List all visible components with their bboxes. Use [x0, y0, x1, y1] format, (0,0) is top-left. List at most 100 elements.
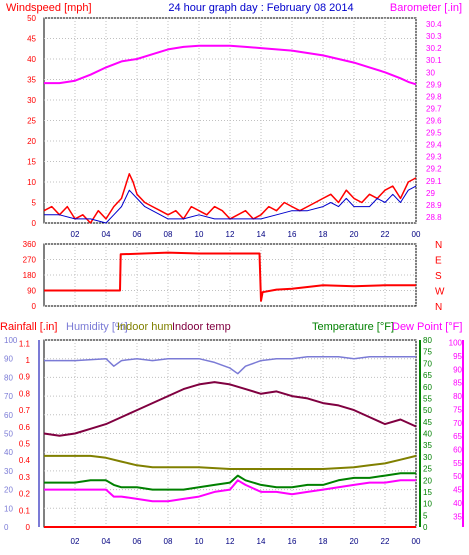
x-tick-label-bottom: 08: [164, 537, 173, 546]
x-tick-label-top: 04: [102, 230, 111, 239]
rainfall-tick: 0.9: [19, 373, 31, 382]
compass-tick: S: [435, 271, 442, 282]
temperature-tick: 20: [423, 476, 432, 485]
windspeed-tick: 40: [27, 55, 36, 64]
direction-tick: 270: [23, 256, 37, 265]
barometer-tick: 29.9: [426, 80, 442, 89]
x-tick-label-top: 10: [195, 230, 204, 239]
dew-point-tick: 100: [449, 339, 463, 348]
rainfall-tick: 0.3: [19, 473, 31, 482]
rainfall-tick: 0.2: [19, 490, 31, 499]
x-tick-label-top: 16: [288, 230, 297, 239]
dew-point-tick: 85: [453, 379, 462, 388]
windspeed-tick: 45: [27, 35, 36, 44]
indoor-temp-label: Indoor temp: [172, 321, 231, 333]
barometer-axis-label: Barometer [.in]: [390, 2, 462, 14]
windspeed-avg-line: [44, 185, 417, 224]
dew-point-tick: 65: [453, 432, 462, 441]
x-tick-label-bottom: 10: [195, 537, 204, 546]
compass-tick: N: [435, 302, 442, 313]
chart-title: 24 hour graph day : February 08 2014: [168, 2, 353, 14]
barometer-tick: 30.2: [426, 44, 442, 53]
x-tick-label-bottom: 06: [133, 537, 142, 546]
windspeed-tick: 50: [27, 14, 36, 23]
temperature-tick: 40: [423, 430, 432, 439]
x-tick-label-top: 08: [164, 230, 173, 239]
direction-tick: 90: [27, 287, 36, 296]
humidity-line: [44, 356, 416, 375]
windspeed-tick: 15: [27, 158, 36, 167]
barometer-tick: 29.4: [426, 141, 442, 150]
direction-tick: 360: [23, 240, 37, 249]
dew-point-tick: 50: [453, 472, 462, 481]
humidity-tick: 70: [4, 392, 13, 401]
tick-labels: 0202040406060808101012121414161618182020…: [4, 14, 463, 546]
temperature-axis-label: Temperature [°F]: [312, 321, 394, 333]
barometer-tick: 29: [426, 189, 435, 198]
barometer-tick: 28.8: [426, 213, 442, 222]
dew-point-tick: 90: [453, 365, 462, 374]
rainfall-tick: 1.1: [19, 339, 31, 348]
dew-point-tick: 40: [453, 499, 462, 508]
humidity-tick: 10: [4, 504, 13, 513]
temperature-tick: 5: [423, 511, 428, 520]
wind-direction-line: [44, 251, 416, 302]
temperature-tick: 0: [423, 523, 428, 532]
temperature-tick: 75: [423, 348, 432, 357]
x-tick-label-bottom: 22: [381, 537, 390, 546]
x-tick-label-bottom: 02: [71, 537, 80, 546]
windspeed-tick: 5: [32, 199, 37, 208]
direction-tick: 180: [23, 271, 37, 280]
temperature-tick: 35: [423, 441, 432, 450]
temperature-tick: 10: [423, 500, 432, 509]
windspeed-axis-label: Windspeed [mph]: [6, 2, 92, 14]
windspeed-tick: 35: [27, 76, 36, 85]
grid-lines: [44, 17, 417, 528]
x-tick-label-bottom: 18: [319, 537, 328, 546]
humidity-tick: 0: [4, 523, 9, 532]
rainfall-tick: 0.7: [19, 406, 31, 415]
dew-point-tick: 60: [453, 446, 462, 455]
x-tick-label-top: 02: [71, 230, 80, 239]
x-tick-label-bottom: 16: [288, 537, 297, 546]
panel-frames: [38, 17, 464, 528]
x-tick-label-top: 18: [319, 230, 328, 239]
rainfall-tick: 0.8: [19, 389, 31, 398]
x-tick-label-bottom: 04: [102, 537, 111, 546]
indoor-temp-line: [43, 381, 417, 437]
temperature-tick: 30: [423, 453, 432, 462]
series-layer: [43, 44, 417, 528]
compass-tick: W: [435, 287, 445, 298]
x-tick-label-top: 20: [350, 230, 359, 239]
barometer-tick: 29.2: [426, 165, 442, 174]
barometer-tick: 29.1: [426, 177, 442, 186]
compass-tick: N: [435, 240, 442, 251]
dew-point-tick: 70: [453, 419, 462, 428]
windspeed-line: [43, 173, 417, 224]
temperature-tick: 70: [423, 359, 432, 368]
dew-point-line: [44, 479, 416, 503]
rainfall-tick: 0.5: [19, 440, 31, 449]
barometer-tick: 29.8: [426, 92, 442, 101]
humidity-tick: 90: [4, 355, 13, 364]
barometer-line: [44, 44, 417, 86]
x-tick-label-bottom: 20: [350, 537, 359, 546]
humidity-tick: 50: [4, 430, 13, 439]
barometer-tick: 28.9: [426, 201, 442, 210]
direction-tick: 0: [32, 302, 37, 311]
rainfall-tick: 0.4: [19, 456, 31, 465]
barometer-tick: 30: [426, 68, 435, 77]
temperature-tick: 50: [423, 406, 432, 415]
humidity-tick: 100: [4, 336, 18, 345]
humidity-tick: 80: [4, 373, 13, 382]
temperature-tick: 55: [423, 394, 432, 403]
humidity-axis-label: Humidity [%]: [66, 321, 128, 333]
x-tick-label-top: 14: [257, 230, 266, 239]
barometer-tick: 29.6: [426, 117, 442, 126]
dew-point-tick: 95: [453, 352, 462, 361]
barometer-tick: 30.4: [426, 20, 442, 29]
rainfall-tick: 0: [26, 523, 31, 532]
dew-point-axis-label: Dew Point [°F]: [392, 321, 462, 333]
dew-point-tick: 75: [453, 405, 462, 414]
windspeed-tick: 30: [27, 96, 36, 105]
